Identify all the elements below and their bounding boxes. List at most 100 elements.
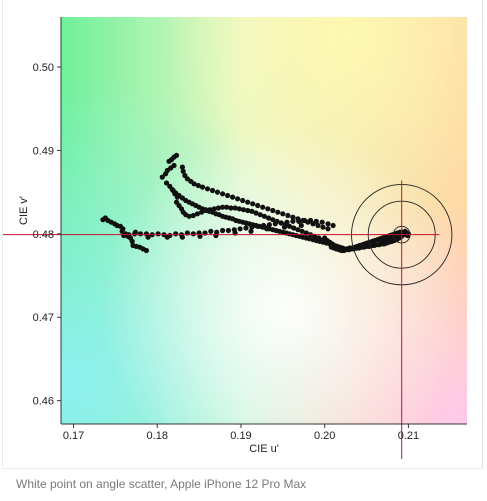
data-point xyxy=(174,194,180,200)
data-point xyxy=(240,207,247,213)
data-point xyxy=(173,231,179,237)
data-point xyxy=(203,207,209,214)
data-point xyxy=(305,219,311,225)
data-point xyxy=(215,205,221,211)
data-point xyxy=(295,227,301,233)
data-point xyxy=(266,222,272,228)
data-point xyxy=(214,189,221,195)
data-point xyxy=(173,152,180,158)
x-tick-label: 0.17 xyxy=(63,430,84,442)
data-point xyxy=(291,225,297,231)
data-point xyxy=(299,228,305,234)
data-point xyxy=(171,162,177,169)
data-point xyxy=(255,202,261,209)
caption-divider xyxy=(2,468,483,469)
data-point xyxy=(224,204,230,210)
data-point xyxy=(285,212,291,219)
data-point xyxy=(190,231,196,237)
data-point xyxy=(137,231,144,237)
data-point xyxy=(179,234,185,240)
data-point xyxy=(155,231,161,237)
data-point xyxy=(243,225,249,231)
data-point xyxy=(253,210,259,216)
chart-card: 0.17 0.18 0.19 0.20 0.21 0.46 0.47 0.48 0.49 0.5… xyxy=(2,0,483,468)
background-layer xyxy=(61,17,467,424)
data-point xyxy=(290,218,296,224)
data-point xyxy=(228,205,234,211)
data-point xyxy=(245,199,251,205)
data-point xyxy=(211,206,217,212)
data-point xyxy=(207,207,213,213)
data-point xyxy=(232,205,238,211)
data-point xyxy=(248,228,254,234)
data-point xyxy=(199,184,206,190)
data-point xyxy=(257,212,263,218)
data-point xyxy=(249,208,255,214)
x-axis-label: CIE u' xyxy=(249,443,279,455)
data-point xyxy=(204,186,211,192)
data-point xyxy=(278,220,284,226)
y-tick-label: 0.50 xyxy=(33,62,54,74)
data-point xyxy=(265,206,271,212)
data-point xyxy=(298,222,304,229)
data-point xyxy=(195,182,201,189)
x-tick-label: 0.20 xyxy=(314,430,335,442)
data-point xyxy=(145,234,151,240)
data-point xyxy=(132,229,139,235)
data-point xyxy=(316,235,322,241)
data-point xyxy=(245,207,251,214)
data-point xyxy=(235,196,241,202)
chart-svg: 0.17 0.18 0.19 0.20 0.21 0.46 0.47 0.48 0.49 0.5… xyxy=(3,17,467,459)
data-point xyxy=(290,214,296,220)
data-point xyxy=(225,192,231,199)
data-point xyxy=(378,238,384,244)
y-tick-label: 0.48 xyxy=(33,229,54,241)
data-point xyxy=(240,197,246,204)
axes xyxy=(60,17,467,425)
data-point xyxy=(194,211,200,217)
data-point xyxy=(190,212,196,219)
data-point xyxy=(230,194,236,200)
data-point xyxy=(275,209,281,215)
chromaticity-background xyxy=(61,17,467,424)
x-tick-label: 0.21 xyxy=(398,430,419,442)
data-point xyxy=(319,219,325,225)
data-point xyxy=(179,164,185,170)
data-point xyxy=(180,168,186,174)
y-tick-label: 0.47 xyxy=(33,312,54,324)
data-point xyxy=(266,215,272,221)
data-point xyxy=(220,227,226,234)
crosshair xyxy=(3,180,440,459)
data-point xyxy=(261,213,267,219)
data-point xyxy=(199,209,205,215)
data-point xyxy=(208,228,214,234)
data-point xyxy=(236,206,242,212)
x-axis-ticks: 0.17 0.18 0.19 0.20 0.21 xyxy=(63,424,419,442)
y-axis-label: CIE v' xyxy=(18,196,30,225)
data-point xyxy=(260,204,266,210)
data-point xyxy=(270,207,276,214)
data-point xyxy=(143,247,149,254)
data-point xyxy=(310,221,316,227)
data-point xyxy=(250,201,256,207)
data-point xyxy=(129,238,135,244)
data-point xyxy=(325,221,331,227)
data-point xyxy=(220,204,226,210)
data-point xyxy=(237,226,243,232)
data-point xyxy=(282,222,288,228)
data-point xyxy=(295,216,301,222)
data-point xyxy=(163,180,170,186)
data-point xyxy=(225,227,231,234)
data-point xyxy=(328,244,334,250)
data-point xyxy=(220,191,226,197)
y-tick-label: 0.46 xyxy=(33,396,54,408)
figure-caption: White point on angle scatter, Apple iPho… xyxy=(16,477,307,491)
y-tick-label: 0.49 xyxy=(33,145,54,157)
data-point xyxy=(286,223,293,229)
data-point xyxy=(213,232,219,239)
data-point xyxy=(320,224,326,230)
data-point xyxy=(186,213,192,219)
x-tick-label: 0.18 xyxy=(147,430,168,442)
data-point xyxy=(300,217,306,224)
data-point xyxy=(164,234,170,240)
